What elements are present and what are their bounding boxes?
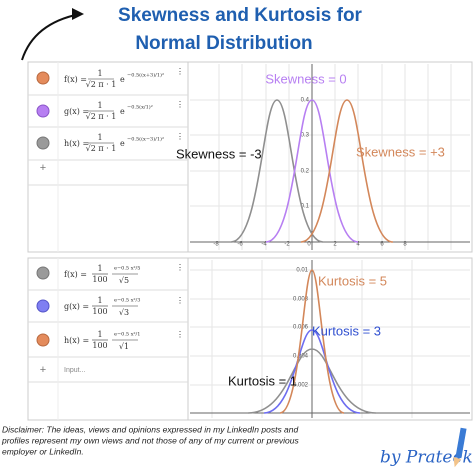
y-ticks: 0.4 0.3 0.2 0.1 xyxy=(301,98,310,210)
x-tick-label: 0 xyxy=(307,242,311,248)
fn-name: g(x) = xyxy=(64,302,89,311)
fn-root: √3 xyxy=(119,308,129,317)
x-tick-label: 6 xyxy=(380,242,384,248)
fn-row: g(x) = 1 √2 π · 1 e −0.5(x/1)² xyxy=(64,101,153,121)
fn-row: h(x) = 1 √2 π · 1 e −0.5((x−3)/1)² xyxy=(64,133,164,153)
menu[interactable]: ⋮ xyxy=(176,330,184,339)
fn-name: h(x) = xyxy=(64,139,89,148)
annotation: Kurtosis = 1 xyxy=(228,373,297,388)
x-tick-label: -2 xyxy=(284,242,290,248)
fn-exp: e−0.5 x²/3 xyxy=(114,298,140,304)
fn-e: e xyxy=(120,75,125,84)
pencil-icon xyxy=(453,427,467,468)
x-tick-label: -6 xyxy=(237,242,243,248)
x-tick-label: -4 xyxy=(261,242,267,248)
fn-exp: −0.5((x+3)/1)² xyxy=(127,72,164,79)
fn-e: e xyxy=(120,107,125,116)
disclaimer-line: employer or LinkedIn. xyxy=(2,446,84,456)
fn-row: f(x) = 1 100 e−0.5 x²/5 √5 xyxy=(64,264,140,285)
arrow-head xyxy=(72,8,84,20)
y-tick-label: 0.2 xyxy=(301,169,310,175)
fn-exp: −0.5(x/1)² xyxy=(127,104,153,111)
curves xyxy=(247,269,377,414)
skewness-panel xyxy=(27,61,473,253)
fn-row: f(x) = 1 √2 π · 1 e −0.5((x+3)/1)² xyxy=(64,69,164,89)
fn-name: f(x) = xyxy=(64,270,87,279)
y-tick-label: 0.1 xyxy=(301,204,310,210)
annotation: Skewness = +3 xyxy=(356,144,445,159)
fn-exp: e−0.5 x²/1 xyxy=(114,332,140,338)
fn-name: h(x) = xyxy=(64,336,89,345)
fn-num: 1 xyxy=(97,69,102,78)
fn-num: 1 xyxy=(97,296,102,305)
y-tick-label: 0.006 xyxy=(293,325,309,331)
x-tick-label: -8 xyxy=(213,242,219,248)
title-line: Normal Distribution xyxy=(135,33,312,54)
algebra-rows: ⋮ ⋮ ⋮ xyxy=(28,62,188,252)
add-button[interactable]: + xyxy=(40,364,46,376)
fn-den: 100 xyxy=(92,341,107,350)
fn-row: h(x) = 1 100 e−0.5 x²/1 √1 xyxy=(64,330,140,351)
x-tick-label: 4 xyxy=(356,242,360,248)
arrow xyxy=(21,13,81,61)
fn-num: 1 xyxy=(97,264,102,273)
curves xyxy=(230,99,394,243)
annotation: Kurtosis = 5 xyxy=(318,273,387,288)
menu[interactable]: ⋮ xyxy=(176,296,184,305)
fn-num: 1 xyxy=(97,101,102,110)
x-ticks: -8 -6 -4 -2 0 2 4 6 8 xyxy=(213,242,407,248)
input-box[interactable]: Input... xyxy=(64,367,85,374)
fn-exp: e−0.5 x²/5 xyxy=(114,266,140,272)
fn-num: 1 xyxy=(97,133,102,142)
kurtosis-panel xyxy=(27,257,473,421)
fn-name: g(x) = xyxy=(64,107,89,116)
fn-den: √2 π · 1 xyxy=(86,80,117,89)
fn-name: f(x) = xyxy=(64,75,87,84)
fn-num: 1 xyxy=(97,330,102,339)
y-tick-label: 0.01 xyxy=(296,268,308,274)
menu[interactable]: ⋮ xyxy=(176,100,184,109)
menu[interactable]: ⋮ xyxy=(176,132,184,141)
signature: by Prateek xyxy=(380,448,473,468)
add-button[interactable]: + xyxy=(40,162,46,174)
x-tick-label: 2 xyxy=(333,242,337,248)
x-tick-label: 8 xyxy=(403,242,407,248)
algebra-rows: ⋮ ⋮ ⋮ xyxy=(28,258,188,420)
annotation: Skewness = -3 xyxy=(176,146,262,161)
fn-exp: −0.5((x−3)/1)² xyxy=(127,136,164,143)
annotation: Kurtosis = 3 xyxy=(312,323,381,338)
annotation: Skewness = 0 xyxy=(265,71,346,86)
fn-den: 100 xyxy=(92,307,107,316)
fn-den: 100 xyxy=(92,275,107,284)
disclaimer-line: profiles represent my own views and not … xyxy=(1,435,299,445)
y-tick-label: 0.008 xyxy=(293,297,309,303)
fn-root: √5 xyxy=(119,276,129,285)
title-line: Skewness and Kurtosis for xyxy=(118,5,363,26)
y-tick-label: 0.3 xyxy=(301,133,310,139)
menu[interactable]: ⋮ xyxy=(176,67,184,76)
fn-den: √2 π · 1 xyxy=(86,112,117,121)
menu[interactable]: ⋮ xyxy=(176,263,184,272)
fn-row: g(x) = 1 100 e−0.5 x²/3 √3 xyxy=(64,296,140,317)
disclaimer-line: Disclaimer: The ideas, views and opinion… xyxy=(2,424,299,434)
y-tick-label: 0.002 xyxy=(293,383,309,389)
fn-den: √2 π · 1 xyxy=(86,144,117,153)
fn-e: e xyxy=(120,139,125,148)
y-tick-label: 0.4 xyxy=(301,98,310,104)
fn-root: √1 xyxy=(119,342,129,351)
